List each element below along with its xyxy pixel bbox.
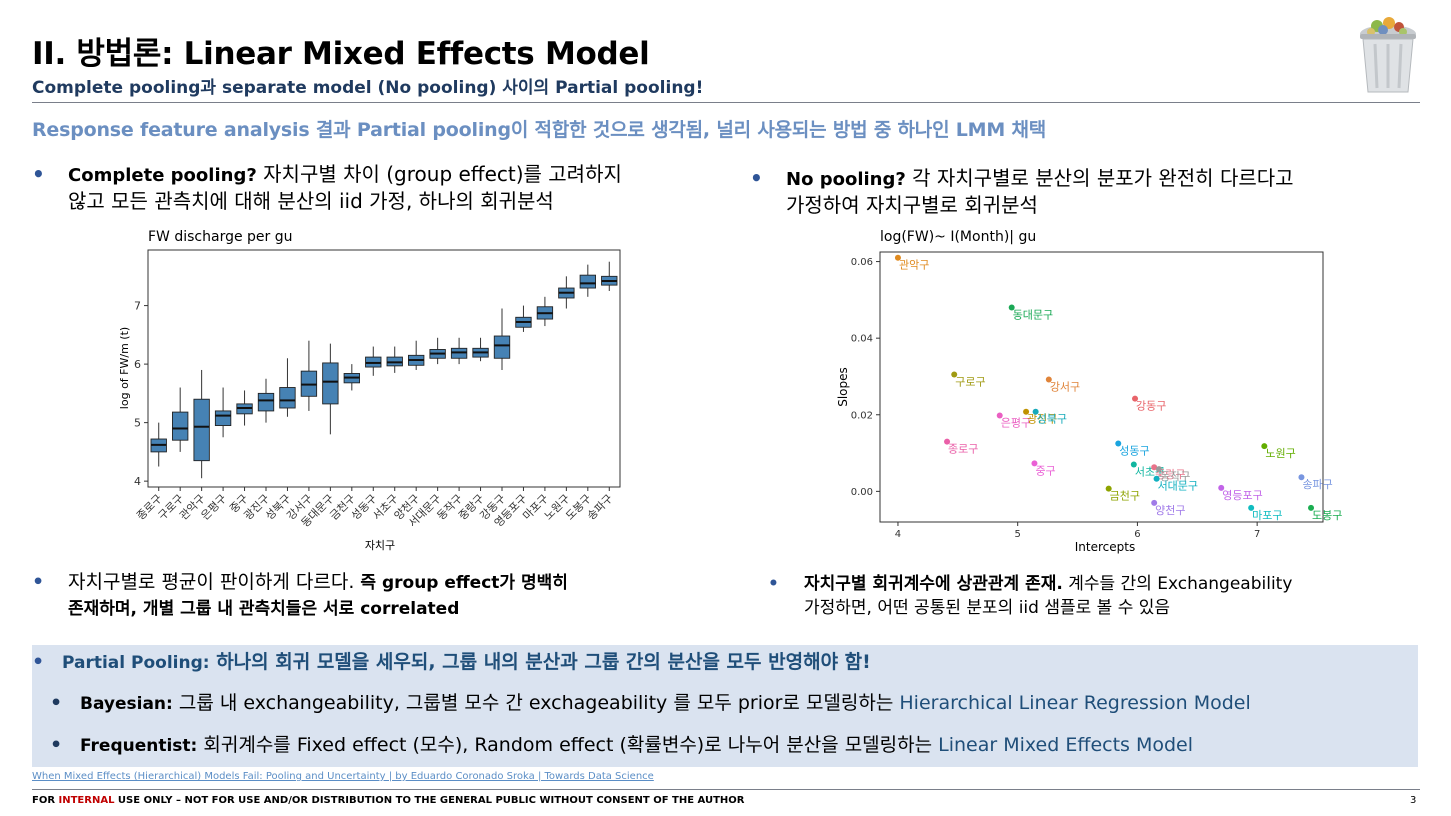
- bayesian-text: 그룹 내 exchangeability, 그룹별 모수 간 exchageab…: [173, 692, 900, 714]
- partial-pooling-label: Partial Pooling:: [62, 653, 210, 673]
- scatter-point-label: 노원구: [1265, 447, 1295, 460]
- trash-can-with-food-icon: [1353, 12, 1423, 96]
- page-subtitle: Complete pooling과 separate model (No poo…: [32, 73, 703, 98]
- scatter-point-label: 중구: [1035, 464, 1055, 477]
- scatter-point-label: 관악구: [899, 259, 929, 272]
- bullet-dot: •: [32, 161, 45, 187]
- bullet-dot: •: [50, 732, 62, 758]
- scatter-x-tick-label: 5: [1015, 529, 1021, 540]
- boxplot-y-tick-label: 5: [134, 417, 141, 430]
- lead-statement: Response feature analysis 결과 Partial poo…: [32, 115, 1046, 142]
- partial-pooling-text: 하나의 회귀 모델을 세우되, 그룹 내의 분산과 그룹 간의 분산을 모두 반…: [210, 651, 871, 673]
- complete-pooling-label: Complete pooling?: [68, 165, 257, 186]
- scatter-x-tick-label: 6: [1134, 529, 1140, 540]
- partial-pooling-box: • Partial Pooling: 하나의 회귀 모델을 세우되, 그룹 내의…: [32, 645, 1418, 767]
- reference-link[interactable]: When Mixed Effects (Hierarchical) Models…: [32, 771, 654, 782]
- coefficient-correlation-bullet: • 자치구별 회귀계수에 상관관계 존재. 계수들 간의 Exchangeabi…: [768, 572, 1428, 624]
- boxplot-box: [323, 363, 338, 404]
- frequentist-label: Frequentist:: [80, 736, 197, 756]
- coefficient-correlation-text-2: 가정하면, 어떤 공통된 분포의 iid 샘플로 볼 수 있음: [804, 596, 1170, 620]
- scatter-point-label: 종로구: [948, 443, 978, 456]
- frequentist-model-name: Linear Mixed Effects Model: [938, 734, 1193, 756]
- boxplot-x-axis-label: 자치구: [365, 539, 395, 552]
- header-divider: [32, 102, 1420, 103]
- scatter-point-label: 도봉구: [1312, 509, 1342, 522]
- coefficient-correlation-text: 계수들 간의 Exchangeability: [1063, 574, 1293, 594]
- group-effect-emphasis: 즉 group effect가 명백히: [360, 573, 568, 593]
- group-effect-text: 자치구별로 평균이 판이하게 다르다.: [68, 571, 360, 593]
- boxplot-title: FW discharge per gu: [148, 229, 293, 245]
- scatter-point-label: 강서구: [1050, 381, 1080, 394]
- scatter-point-label: 동대문구: [1013, 309, 1053, 322]
- scatter-point-label: 금천구: [1110, 489, 1140, 503]
- scatter-x-tick-label: 7: [1254, 529, 1260, 540]
- boxplot-y-ticks: 4 5 6 7: [134, 300, 148, 489]
- boxplot-y-tick-label: 7: [134, 300, 141, 313]
- scatter-point-label: 성동구: [1119, 444, 1149, 457]
- complete-pooling-bullet: • Complete pooling? 자치구별 차이 (group effec…: [32, 161, 712, 217]
- frequentist-text: 회귀계수를 Fixed effect (모수), Random effect (…: [197, 734, 938, 756]
- scatter-point-label: 서대문구: [1158, 480, 1198, 493]
- page-title: II. 방법론: Linear Mixed Effects Model: [32, 28, 649, 73]
- bayesian-label: Bayesian:: [80, 694, 173, 714]
- scatter-chart: log(FW)~ I(Month)| gu Slopes Intercepts …: [830, 222, 1350, 557]
- boxplot-chart: FW discharge per gu log of FW/m (t) 자치구 …: [100, 222, 640, 567]
- scatter-point-label: 영등포구: [1222, 489, 1262, 502]
- footer-divider: [32, 789, 1420, 790]
- scatter-point-label: 양천구: [1155, 503, 1185, 517]
- bullet-dot: •: [32, 569, 44, 595]
- boxplot-y-tick-label: 6: [134, 358, 141, 371]
- no-pooling-text: 각 자치구별로 분산의 분포가 완전히 다르다고: [906, 166, 1294, 190]
- complete-pooling-text-2: 않고 모든 관측치에 대해 분산의 iid 가정, 하나의 회귀분석: [68, 188, 554, 214]
- scatter-panel: [880, 252, 1323, 522]
- complete-pooling-text: 자치구별 차이 (group effect)를 고려하지: [257, 162, 622, 186]
- scatter-ticks: 0.00 0.02 0.04 0.06 4 5 6 7: [851, 257, 1261, 540]
- scatter-title: log(FW)~ I(Month)| gu: [880, 229, 1036, 245]
- no-pooling-label: No pooling?: [786, 169, 906, 190]
- scatter-point-label: 성북구: [1037, 413, 1067, 426]
- bayesian-model-name: Hierarchical Linear Regression Model: [899, 692, 1250, 714]
- scatter-point-label: 구로구: [955, 376, 985, 389]
- scatter-y-tick-label: 0.04: [851, 334, 873, 345]
- scatter-x-axis-label: Intercepts: [1075, 540, 1135, 554]
- boxplot-y-tick-label: 4: [134, 475, 141, 488]
- boxplot-box: [494, 336, 509, 358]
- boxplot-box: [280, 388, 295, 408]
- coefficient-correlation-label: 자치구별 회귀계수에 상관관계 존재.: [804, 574, 1063, 594]
- scatter-y-axis-label: Slopes: [836, 367, 850, 407]
- scatter-point-label: 송파구: [1302, 478, 1332, 491]
- boxplot-box: [194, 399, 209, 460]
- bullet-dot: •: [750, 165, 763, 191]
- bullet-dot: •: [32, 649, 44, 675]
- group-effect-text-2: 존재하며, 개별 그룹 내 관측치들은 서로 correlated: [68, 596, 459, 622]
- bullet-dot: •: [50, 690, 62, 716]
- scatter-point-label: 강동구: [1136, 400, 1166, 413]
- scatter-x-tick-label: 4: [895, 529, 901, 540]
- confidentiality-footer: FOR INTERNAL USE ONLY – NOT FOR USE AND/…: [32, 795, 745, 806]
- boxplot-box: [580, 275, 595, 288]
- scatter-y-tick-label: 0.00: [851, 487, 873, 498]
- boxplot-box: [172, 412, 187, 440]
- no-pooling-text-2: 가정하여 자치구별로 회귀분석: [786, 192, 1038, 218]
- scatter-y-tick-label: 0.02: [851, 410, 873, 421]
- boxplot-box: [215, 411, 230, 426]
- bullet-dot: •: [768, 572, 779, 596]
- boxplot-y-axis-label: log of FW/m (t): [118, 327, 131, 409]
- boxplot-panel: [148, 250, 620, 487]
- no-pooling-bullet: • No pooling? 각 자치구별로 분산의 분포가 완전히 다르다고 가…: [750, 165, 1430, 221]
- boxplot-boxes: [151, 262, 617, 479]
- scatter-y-tick-label: 0.06: [851, 257, 873, 268]
- group-effect-bullet: • 자치구별로 평균이 판이하게 다르다. 즉 group effect가 명백…: [32, 569, 712, 625]
- boxplot-box: [258, 393, 273, 411]
- page-number: 3: [1410, 795, 1416, 806]
- boxplot-x-ticks: 종로구구로구관악구은평구중구광진구성북구강서구동대문구금천구성동구서초구양천구서…: [134, 487, 615, 530]
- scatter-point-label: 마포구: [1252, 509, 1282, 522]
